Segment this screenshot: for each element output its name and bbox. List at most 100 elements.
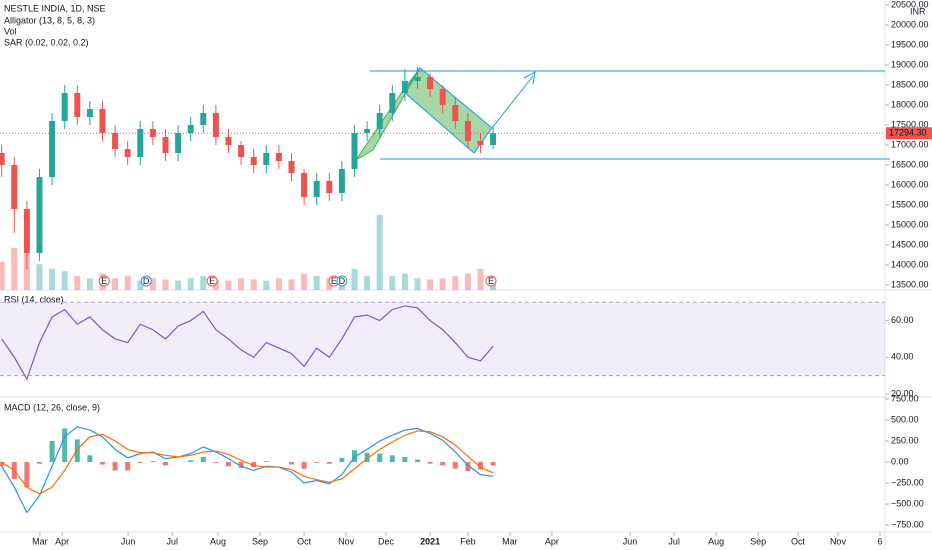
event-marker (336, 275, 348, 287)
y-tick-label: −500.00 (891, 498, 924, 508)
candle-body (477, 141, 484, 145)
macd-histogram-bar (352, 450, 358, 463)
macd-histogram-bar (301, 462, 307, 469)
macd-histogram-bar (200, 456, 206, 463)
volume-bar (225, 280, 232, 290)
y-tick-label: 750.00 (891, 393, 919, 403)
last-price-label: 17294.30 (889, 128, 927, 138)
volume-bar (313, 275, 320, 290)
projection-arrow (491, 75, 534, 129)
macd-histogram-bar (137, 462, 143, 463)
x-tick-label: Sep (252, 536, 268, 546)
volume-bar (263, 280, 270, 290)
candle-body (452, 105, 459, 121)
candle-body (225, 137, 232, 145)
macd-histogram-bar (263, 461, 269, 463)
volume-bar (414, 278, 421, 290)
macd-histogram-bar (238, 462, 244, 468)
x-tick-label: Mar (32, 536, 48, 546)
x-tick-label: Jul (668, 536, 680, 546)
volume-bar (49, 268, 56, 290)
y-tick-label: 16500.00 (891, 159, 929, 169)
macd-histogram-bar (326, 462, 332, 464)
macd-histogram-bar (150, 461, 156, 463)
currency: INR (910, 6, 926, 16)
candle-body (124, 149, 131, 157)
candle-body (0, 153, 5, 165)
drawings (355, 67, 890, 161)
volume-bar (301, 273, 308, 290)
macd-histogram-bar (314, 462, 320, 463)
volume-bar (162, 279, 169, 290)
volume-bar (187, 278, 194, 290)
candle-body (351, 133, 358, 169)
macd-histogram-bar (251, 462, 257, 468)
macd-histogram-bar (225, 462, 231, 467)
y-tick-label: 20.00 (891, 388, 914, 398)
macd-histogram-bar (188, 460, 194, 463)
event-marker (485, 275, 497, 287)
volume-bar (61, 271, 68, 290)
candle-body (238, 145, 245, 157)
y-tick-label: 500.00 (891, 414, 919, 424)
y-tick-label: 14000.00 (891, 259, 929, 269)
x-tick-label: Oct (297, 536, 312, 546)
x-tick-label: Apr (55, 536, 69, 546)
macd-histogram-bar (99, 462, 105, 465)
candle-body (137, 129, 144, 157)
x-tick-label: 2021 (420, 536, 440, 546)
candle-body (427, 77, 434, 89)
volume-bar (23, 252, 30, 290)
candle-body (414, 77, 421, 81)
candle-body (187, 125, 194, 133)
x-tick-label: Aug (708, 536, 724, 546)
x-tick-label: Oct (791, 536, 806, 546)
candle-body (326, 181, 333, 193)
y-tick-label: 19000.00 (891, 59, 929, 69)
macd-histogram-bar (478, 462, 484, 470)
y-tick-label: 16000.00 (891, 179, 929, 189)
volume-bar (288, 279, 295, 290)
y-tick-label: 15000.00 (891, 219, 929, 229)
macd-histogram-bar (452, 462, 458, 469)
event-label: E (488, 276, 494, 286)
macd-title: MACD (12, 26, close, 9) (4, 402, 100, 412)
y-tick-label: 18500.00 (891, 79, 929, 89)
volume-bar (427, 279, 434, 290)
y-tick-label: 40.00 (891, 352, 914, 362)
event-label: D (339, 276, 346, 286)
volume-bar (389, 275, 396, 290)
volume-bar (452, 275, 459, 290)
volume-bar (364, 275, 371, 290)
x-tick-label: Nov (338, 536, 355, 546)
macd-histogram-bar (402, 456, 408, 463)
candle-body (338, 169, 345, 193)
candle-body (263, 153, 270, 165)
candle-body (389, 93, 396, 113)
volume-bar (36, 264, 43, 290)
macd-histogram-bar (36, 462, 42, 464)
macd-histogram-bar (49, 441, 55, 463)
volume-bar (275, 278, 282, 290)
rsi-title: RSI (14, close) (4, 294, 64, 304)
volume-bar (0, 261, 5, 290)
macd-histogram-bar (339, 457, 345, 463)
y-tick-label: 20500.00 (891, 0, 929, 9)
candle-body (112, 133, 119, 149)
volume-bar (74, 275, 81, 290)
x-tick-label: Jul (166, 536, 178, 546)
candle-body (212, 113, 219, 137)
y-tick-label: −750.00 (891, 519, 924, 529)
candle-body (61, 93, 68, 121)
volume-bar (200, 275, 207, 290)
candle-body (11, 165, 18, 209)
candle-body (162, 137, 169, 153)
y-tick-label: 18000.00 (891, 99, 929, 109)
volume-bar (477, 268, 484, 290)
candle-body (364, 129, 371, 133)
candle-body (401, 81, 408, 93)
macd-histogram-bar (389, 455, 395, 463)
candle-body (36, 177, 43, 253)
candle-body (464, 121, 471, 141)
event-marker (140, 275, 152, 287)
